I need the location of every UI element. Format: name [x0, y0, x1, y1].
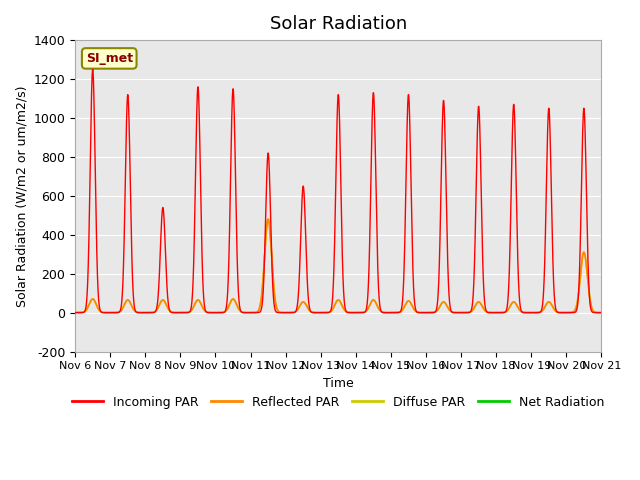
Text: SI_met: SI_met	[86, 52, 133, 65]
Title: Solar Radiation: Solar Radiation	[269, 15, 407, 33]
X-axis label: Time: Time	[323, 377, 354, 390]
Y-axis label: Solar Radiation (W/m2 or um/m2/s): Solar Radiation (W/m2 or um/m2/s)	[15, 85, 28, 307]
Legend: Incoming PAR, Reflected PAR, Diffuse PAR, Net Radiation: Incoming PAR, Reflected PAR, Diffuse PAR…	[67, 391, 610, 414]
